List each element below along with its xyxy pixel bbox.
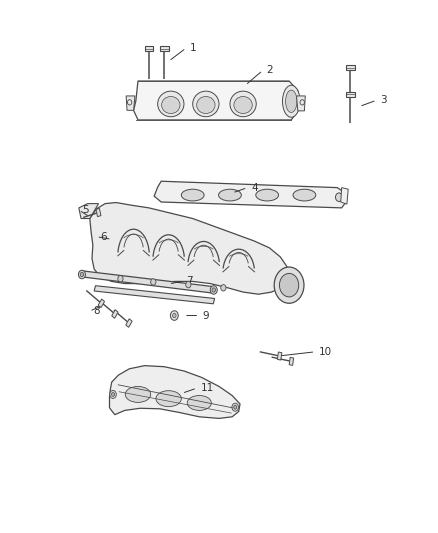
Polygon shape — [94, 286, 215, 304]
Polygon shape — [134, 81, 298, 120]
Ellipse shape — [212, 288, 215, 292]
Ellipse shape — [162, 96, 180, 114]
Ellipse shape — [234, 96, 252, 114]
Ellipse shape — [234, 405, 237, 409]
Polygon shape — [96, 208, 101, 216]
Text: 4: 4 — [251, 183, 258, 192]
Ellipse shape — [283, 85, 300, 117]
Ellipse shape — [78, 270, 85, 279]
Ellipse shape — [125, 386, 151, 402]
Text: 5: 5 — [82, 205, 89, 215]
Ellipse shape — [186, 281, 191, 288]
Ellipse shape — [274, 267, 304, 303]
Ellipse shape — [232, 403, 238, 411]
Ellipse shape — [210, 286, 217, 294]
Text: 2: 2 — [266, 66, 273, 75]
Ellipse shape — [219, 189, 241, 201]
Text: 10: 10 — [319, 347, 332, 357]
Polygon shape — [145, 46, 153, 51]
Ellipse shape — [156, 391, 181, 407]
Polygon shape — [110, 366, 240, 418]
Ellipse shape — [158, 91, 184, 117]
Ellipse shape — [187, 395, 211, 410]
Ellipse shape — [151, 279, 156, 285]
Ellipse shape — [181, 189, 204, 201]
Ellipse shape — [230, 91, 256, 117]
Text: 9: 9 — [203, 311, 209, 320]
Ellipse shape — [336, 193, 343, 201]
Ellipse shape — [110, 390, 117, 399]
Text: 6: 6 — [100, 232, 106, 241]
Ellipse shape — [118, 276, 123, 282]
Ellipse shape — [221, 285, 226, 291]
Ellipse shape — [286, 90, 297, 112]
Polygon shape — [289, 357, 293, 366]
Text: 7: 7 — [187, 276, 193, 286]
Ellipse shape — [173, 313, 176, 318]
Ellipse shape — [193, 91, 219, 117]
Ellipse shape — [279, 273, 299, 297]
Ellipse shape — [111, 392, 115, 397]
Ellipse shape — [256, 189, 279, 201]
Polygon shape — [346, 92, 355, 97]
Polygon shape — [154, 181, 346, 208]
Ellipse shape — [80, 272, 84, 277]
Polygon shape — [160, 46, 169, 51]
Text: 3: 3 — [380, 95, 387, 105]
Text: 11: 11 — [201, 383, 214, 393]
Text: 1: 1 — [190, 43, 196, 53]
Polygon shape — [80, 271, 215, 293]
Polygon shape — [277, 352, 282, 360]
Ellipse shape — [293, 189, 316, 201]
Polygon shape — [98, 299, 105, 308]
Polygon shape — [346, 65, 355, 70]
Polygon shape — [297, 96, 305, 111]
Polygon shape — [112, 310, 118, 318]
Polygon shape — [79, 204, 99, 219]
Text: 8: 8 — [93, 306, 99, 316]
Polygon shape — [126, 319, 132, 327]
Ellipse shape — [197, 96, 215, 114]
Ellipse shape — [170, 311, 178, 320]
Polygon shape — [341, 188, 348, 204]
Polygon shape — [126, 96, 135, 110]
Polygon shape — [90, 203, 287, 294]
